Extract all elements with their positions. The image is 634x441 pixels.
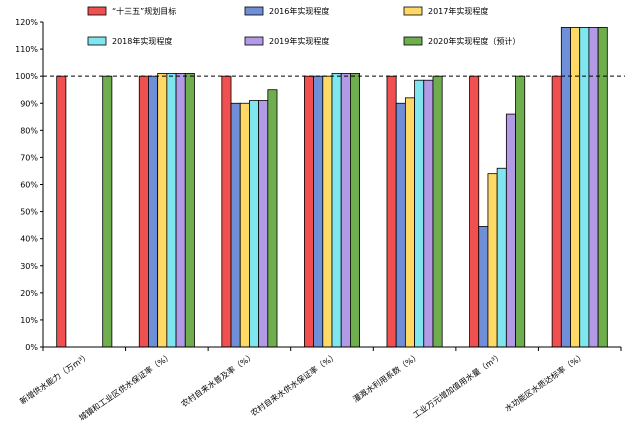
bar — [221, 75, 232, 348]
bar — [157, 73, 168, 348]
legend-swatch — [403, 6, 423, 16]
bar — [184, 73, 195, 348]
bar — [175, 73, 186, 348]
bar — [414, 79, 425, 348]
bar — [56, 75, 67, 348]
y-tick-label: 20% — [20, 289, 38, 298]
bar — [469, 75, 480, 348]
bar — [148, 75, 159, 348]
legend-label: 2018年实现程度 — [112, 36, 172, 46]
bar — [496, 167, 507, 348]
bar — [404, 97, 415, 348]
bar — [386, 75, 397, 348]
y-tick-label: 60% — [20, 181, 38, 190]
category-label: 水功能区水质达标率（%） — [503, 350, 587, 413]
bar — [588, 27, 599, 348]
bar — [505, 113, 516, 348]
bar — [102, 75, 113, 348]
bar — [166, 73, 177, 348]
bar — [331, 73, 342, 348]
bar — [579, 27, 590, 348]
bar — [423, 79, 434, 348]
bar — [515, 75, 526, 348]
y-tick-label: 30% — [20, 262, 38, 271]
y-tick-label: 80% — [20, 126, 38, 135]
y-tick-label: 50% — [20, 208, 38, 217]
legend-label: 2017年实现程度 — [428, 6, 488, 16]
y-tick-label: 70% — [20, 153, 38, 162]
category-labels: 新增供水能力（万m³）城镇和工业区供水保证率（%） 农村自来水普及率（%）农村自来… — [18, 350, 587, 422]
legend-label: “十三五”规划目标 — [112, 6, 176, 16]
legend-swatch — [244, 36, 264, 46]
category-label: 灌溉水利用系数（%） — [351, 350, 422, 404]
legend: “十三五”规划目标 2016年实现程度 2017年实现程度 2018年实现程度 2019… — [87, 6, 520, 46]
legend-label: 2016年实现程度 — [269, 6, 329, 16]
y-tick-label: 10% — [20, 316, 38, 325]
bars — [56, 27, 608, 348]
category-label: 工业万元增加值用水量（m³） — [411, 350, 504, 420]
legend-label: 2019年实现程度 — [269, 36, 329, 46]
bar — [349, 73, 360, 348]
bar — [340, 73, 351, 348]
category-label: 城镇和工业区供水保证率（%） — [77, 350, 174, 422]
category-label: 新增供水能力（万m³） — [18, 350, 92, 406]
y-tick-label: 100% — [15, 72, 38, 81]
bar — [570, 27, 581, 348]
bar — [551, 75, 562, 348]
y-tick-label: 40% — [20, 235, 38, 244]
bar — [138, 75, 149, 348]
bar — [395, 102, 406, 348]
bar — [267, 89, 278, 348]
bar — [560, 27, 571, 348]
bar — [478, 226, 489, 348]
y-tick-label: 0% — [25, 343, 38, 352]
bar — [313, 75, 324, 348]
legend-swatch — [403, 36, 423, 46]
legend-swatch — [244, 6, 264, 16]
bar — [432, 75, 443, 348]
category-label: 农村自来水供水保证率（%） — [249, 350, 340, 418]
bar — [303, 75, 314, 348]
bar — [487, 173, 498, 348]
bar — [322, 75, 333, 348]
bar — [597, 27, 608, 348]
legend-swatch — [87, 6, 107, 16]
legend-label: 2020年实现程度（预计） — [428, 36, 520, 46]
bar — [258, 100, 269, 348]
bar — [249, 100, 260, 348]
legend-swatch — [87, 36, 107, 46]
bar — [230, 102, 241, 348]
bar — [239, 102, 250, 348]
category-label: 农村自来水普及率（%） — [179, 350, 257, 408]
axes: 0% 10% 20% 30% 40% 50% 60% 70% 80% 90% 100% 110% 120… — [15, 18, 625, 352]
y-tick-label: 110% — [15, 45, 38, 54]
y-tick-label: 120% — [15, 18, 38, 27]
y-tick-label: 90% — [20, 99, 38, 108]
